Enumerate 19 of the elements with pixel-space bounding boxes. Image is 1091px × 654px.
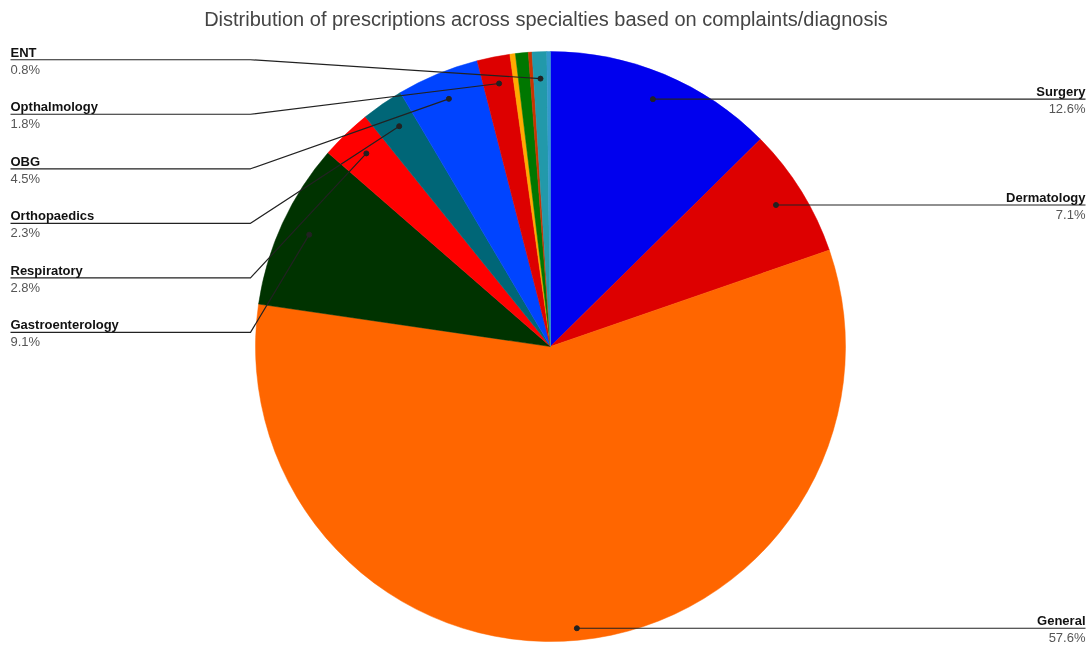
- slice-label: OBG: [10, 153, 41, 169]
- slice-label: Orthopaedics: [10, 208, 95, 224]
- slice-label: Surgery: [1036, 84, 1087, 100]
- data-label: 7.1%: [1055, 207, 1086, 223]
- slice-label: Respiratory: [10, 262, 84, 278]
- data-label: 2.3%: [10, 225, 41, 241]
- slice-label: General: [1037, 613, 1086, 629]
- data-label: 12.6%: [1048, 101, 1086, 117]
- slice-label: Opthalmology: [10, 99, 99, 115]
- data-label: 4.5%: [10, 170, 41, 186]
- data-label: 1.8%: [10, 116, 41, 132]
- chart-title: Distribution of prescriptions across specialties based on complaints/diagnosis: [204, 7, 888, 30]
- data-label: 9.1%: [10, 334, 41, 350]
- data-label: 57.6%: [1048, 630, 1086, 646]
- slice-label: ENT: [10, 44, 37, 60]
- data-label: 2.8%: [10, 279, 41, 295]
- slice-label: Dermatology: [1006, 190, 1087, 206]
- slice-label: Gastroenterology: [10, 317, 120, 333]
- data-label: 0.8%: [10, 61, 41, 77]
